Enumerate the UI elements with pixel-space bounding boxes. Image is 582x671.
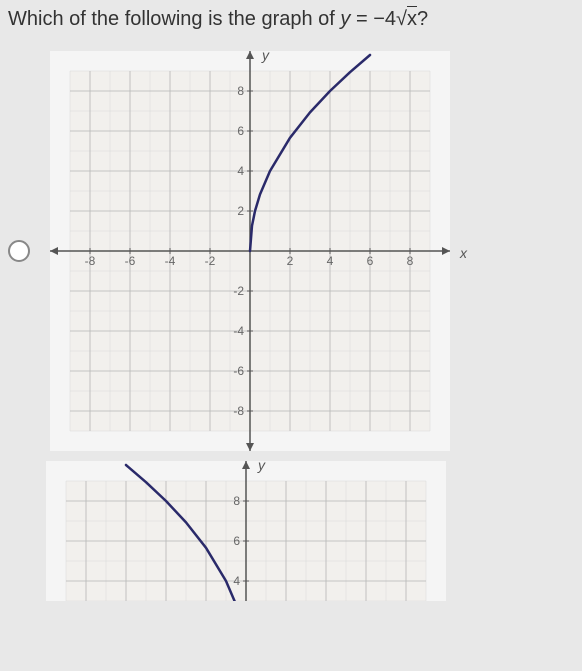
sqrt-arg: x xyxy=(407,6,417,30)
y-axis-label-a: y xyxy=(262,47,269,63)
radio-option-a[interactable] xyxy=(8,240,30,262)
coef: −4 xyxy=(373,8,396,30)
var-y: y xyxy=(340,8,350,30)
svg-text:4: 4 xyxy=(233,574,240,588)
svg-text:-8: -8 xyxy=(233,404,244,418)
svg-text:-8: -8 xyxy=(85,254,96,268)
question-text: Which of the following is the graph of y… xyxy=(8,8,574,31)
y-axis-label-b: y xyxy=(258,457,265,473)
svg-text:-2: -2 xyxy=(233,284,244,298)
question-suffix: ? xyxy=(417,8,428,30)
svg-text:-6: -6 xyxy=(233,364,244,378)
graph-b: 4 6 8 xyxy=(46,461,446,601)
svg-text:8: 8 xyxy=(233,494,240,508)
svg-text:4: 4 xyxy=(237,164,244,178)
svg-text:-4: -4 xyxy=(165,254,176,268)
x-axis-label-a: x xyxy=(460,245,467,261)
svg-text:-2: -2 xyxy=(205,254,216,268)
svg-text:2: 2 xyxy=(237,204,244,218)
graph-a-container: y x -8-8-6-6-4-4-2-222446688 xyxy=(50,51,450,451)
svg-text:4: 4 xyxy=(327,254,334,268)
option-a: y x -8-8-6-6-4-4-2-222446688 xyxy=(8,51,574,451)
svg-text:8: 8 xyxy=(407,254,414,268)
svg-text:6: 6 xyxy=(367,254,374,268)
question-prefix: Which of the following is the graph of xyxy=(8,8,340,30)
equals: = xyxy=(350,8,373,30)
graph-b-container: y 468 xyxy=(46,461,446,601)
svg-text:2: 2 xyxy=(287,254,294,268)
svg-text:6: 6 xyxy=(233,534,240,548)
svg-text:-4: -4 xyxy=(233,324,244,338)
svg-text:8: 8 xyxy=(237,84,244,98)
svg-text:-6: -6 xyxy=(125,254,136,268)
svg-text:6: 6 xyxy=(237,124,244,138)
graph-a: -8 -8 -6 -6 -4 -4 -2 -2 2 2 4 4 6 6 8 8 xyxy=(50,51,450,451)
option-b: y 468 xyxy=(8,461,574,601)
